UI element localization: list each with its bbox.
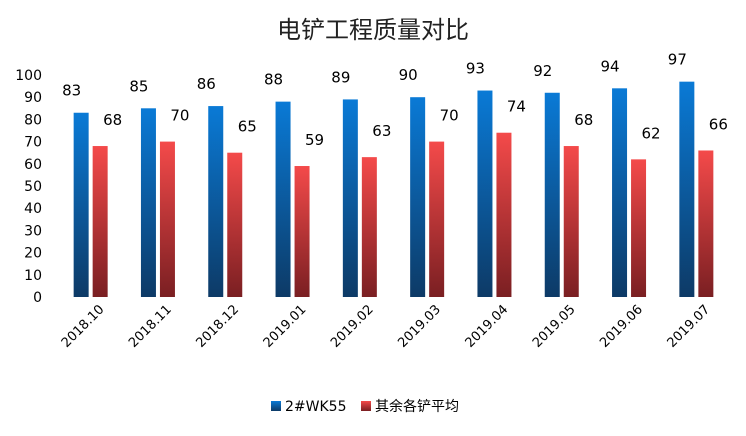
bar-series-2 [92, 146, 108, 297]
bar-series-2 [631, 159, 647, 297]
legend-swatch-series-1 [271, 401, 281, 411]
y-axis: 0 10 20 30 40 50 60 70 80 90 100 [15, 68, 42, 306]
x-tick-label: 2019.06 [597, 302, 646, 351]
bar-series-1 [342, 99, 358, 297]
bar-series-1 [275, 101, 291, 297]
bar-series-1 [612, 88, 628, 297]
y-tick-label: 40 [24, 201, 42, 217]
bar-series-1 [208, 106, 224, 297]
data-label-series-1: 94 [601, 57, 620, 75]
data-label-series-2: 70 [170, 107, 189, 125]
x-tick-label: 2019.04 [463, 302, 512, 351]
x-tick-label: 2019.07 [665, 302, 714, 351]
bar-series-2 [563, 146, 579, 297]
x-tick-label: 2018.12 [193, 302, 242, 351]
x-tick-label: 2018.11 [126, 302, 175, 351]
bar-series-1 [477, 90, 493, 297]
data-label-series-1: 89 [331, 68, 350, 86]
bar-series-2 [294, 166, 310, 297]
data-label-series-2: 68 [574, 111, 593, 129]
data-label-series-1: 90 [399, 66, 418, 84]
y-tick-label: 70 [24, 135, 42, 151]
bar-series-2 [496, 132, 512, 297]
legend-swatch-series-2 [361, 401, 371, 411]
y-tick-label: 60 [24, 157, 42, 173]
bar-series-2 [429, 141, 445, 297]
y-tick-label: 80 [24, 112, 42, 128]
y-tick-label: 50 [24, 179, 42, 195]
y-tick-label: 90 [24, 90, 42, 106]
x-tick-label: 2019.01 [261, 302, 310, 351]
data-label-series-2: 63 [372, 122, 391, 140]
data-label-series-2: 59 [305, 131, 324, 149]
y-tick-label: 20 [24, 246, 42, 262]
y-tick-label: 0 [33, 290, 42, 306]
y-tick-label: 10 [24, 268, 42, 284]
bar-series-1 [679, 81, 695, 297]
data-labels: 83 68 85 70 86 65 88 59 89 63 90 70 93 74 92 68 94 62 97 66 [62, 51, 728, 149]
data-label-series-1: 93 [466, 60, 485, 78]
x-tick-label: 2018.10 [59, 302, 108, 351]
data-label-series-1: 86 [197, 75, 216, 93]
bar-series-1 [73, 112, 89, 298]
x-tick-label: 2019.05 [530, 302, 579, 351]
data-label-series-2: 70 [440, 107, 459, 125]
x-tick-label: 2019.02 [328, 302, 377, 351]
data-label-series-1: 88 [264, 71, 283, 89]
bar-series-2 [698, 150, 714, 297]
data-label-series-1: 97 [668, 51, 687, 69]
data-label-series-2: 74 [507, 98, 526, 116]
bar-series-1 [544, 92, 560, 297]
data-label-series-2: 62 [642, 124, 661, 142]
legend-label-series-1: 2#WK55 [285, 399, 346, 415]
y-tick-label: 100 [15, 68, 42, 84]
data-label-series-2: 66 [709, 115, 728, 133]
chart-title: 电铲工程质量对比 [277, 16, 469, 44]
x-axis: 2018.10 2018.11 2018.12 2019.01 2019.02 2019.… [59, 302, 713, 351]
x-tick-label: 2019.03 [395, 302, 444, 351]
data-label-series-2: 68 [103, 111, 122, 129]
bar-series-1 [410, 97, 426, 297]
y-tick-label: 30 [24, 223, 42, 239]
data-label-series-1: 83 [62, 82, 81, 100]
legend-label-series-2: 其余各铲平均 [375, 398, 459, 415]
bars [73, 81, 714, 298]
data-label-series-1: 85 [129, 77, 148, 95]
bar-series-1 [140, 108, 156, 297]
bar-series-2 [227, 152, 243, 297]
bar-series-2 [159, 141, 175, 297]
data-label-series-2: 65 [238, 118, 257, 136]
bar-series-2 [361, 157, 377, 297]
legend: 2#WK55 其余各铲平均 [271, 398, 459, 415]
data-label-series-1: 92 [533, 62, 552, 80]
